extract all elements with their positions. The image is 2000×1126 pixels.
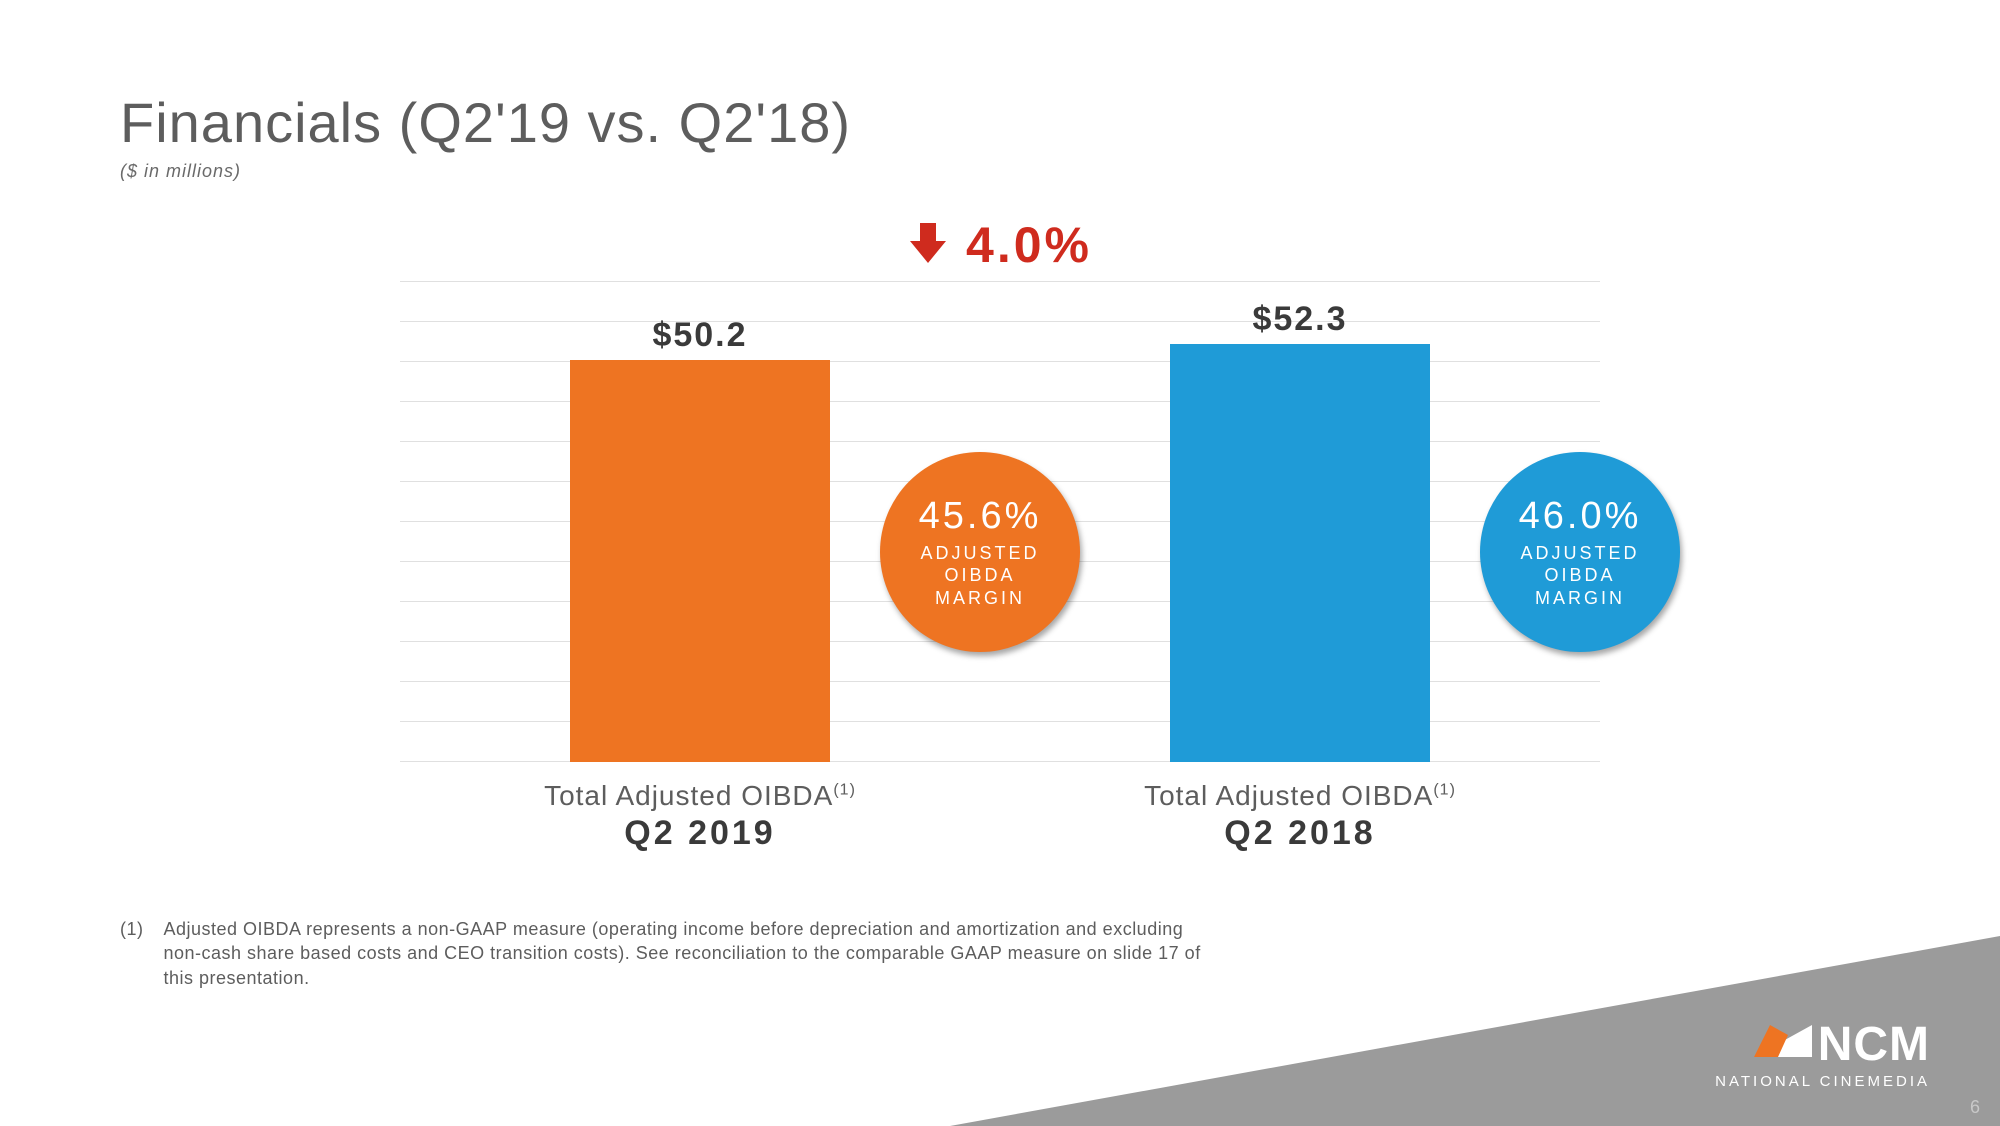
bar-group: $50.245.6%ADJUSTEDOIBDAMARGIN xyxy=(430,282,970,762)
bar-group: $52.346.0%ADJUSTEDOIBDAMARGIN xyxy=(1030,282,1570,762)
axis-label-title: Total Adjusted OIBDA(1) xyxy=(1030,780,1570,812)
bars-container: $50.245.6%ADJUSTEDOIBDAMARGIN$52.346.0%A… xyxy=(400,282,1600,762)
bar-value-label: $50.2 xyxy=(652,316,747,355)
logo-mark-icon xyxy=(1754,1025,1812,1066)
axis-label-period: Q2 2018 xyxy=(1030,814,1570,853)
margin-label: ADJUSTEDOIBDAMARGIN xyxy=(920,542,1039,610)
bar: $50.2 xyxy=(570,360,830,762)
down-arrow-icon xyxy=(908,221,948,270)
margin-circle: 46.0%ADJUSTEDOIBDAMARGIN xyxy=(1480,452,1680,652)
axis-label: Total Adjusted OIBDA(1)Q2 2019 xyxy=(430,780,970,853)
axis-label-period: Q2 2019 xyxy=(430,814,970,853)
slide: Financials (Q2'19 vs. Q2'18) ($ in milli… xyxy=(0,0,2000,1126)
axis-label: Total Adjusted OIBDA(1)Q2 2018 xyxy=(1030,780,1570,853)
page-number: 6 xyxy=(1970,1097,1980,1118)
footnote-number: (1) xyxy=(120,917,144,990)
logo-top: NCM xyxy=(1754,1021,1930,1069)
logo-text: NCM xyxy=(1818,1021,1930,1069)
subtitle: ($ in millions) xyxy=(120,161,1880,182)
page-title: Financials (Q2'19 vs. Q2'18) xyxy=(120,90,1880,155)
margin-label: ADJUSTEDOIBDAMARGIN xyxy=(1520,542,1639,610)
delta-indicator: 4.0% xyxy=(120,216,1880,274)
bar: $52.3 xyxy=(1170,344,1430,762)
bar-value-label: $52.3 xyxy=(1252,300,1347,339)
delta-value: 4.0% xyxy=(966,216,1092,274)
axis-label-title: Total Adjusted OIBDA(1) xyxy=(430,780,970,812)
axis-labels: Total Adjusted OIBDA(1)Q2 2019Total Adju… xyxy=(400,780,1600,853)
logo: NCM NATIONAL CINEMEDIA xyxy=(1715,1021,1930,1090)
margin-percent: 45.6% xyxy=(919,495,1042,538)
logo-subtitle: NATIONAL CINEMEDIA xyxy=(1715,1073,1930,1090)
margin-percent: 46.0% xyxy=(1519,495,1642,538)
bar-chart: $50.245.6%ADJUSTEDOIBDAMARGIN$52.346.0%A… xyxy=(400,282,1600,762)
